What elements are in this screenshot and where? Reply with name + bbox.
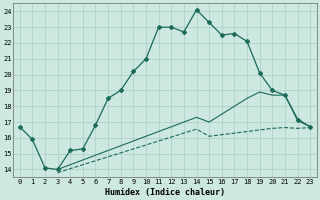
X-axis label: Humidex (Indice chaleur): Humidex (Indice chaleur) <box>105 188 225 197</box>
